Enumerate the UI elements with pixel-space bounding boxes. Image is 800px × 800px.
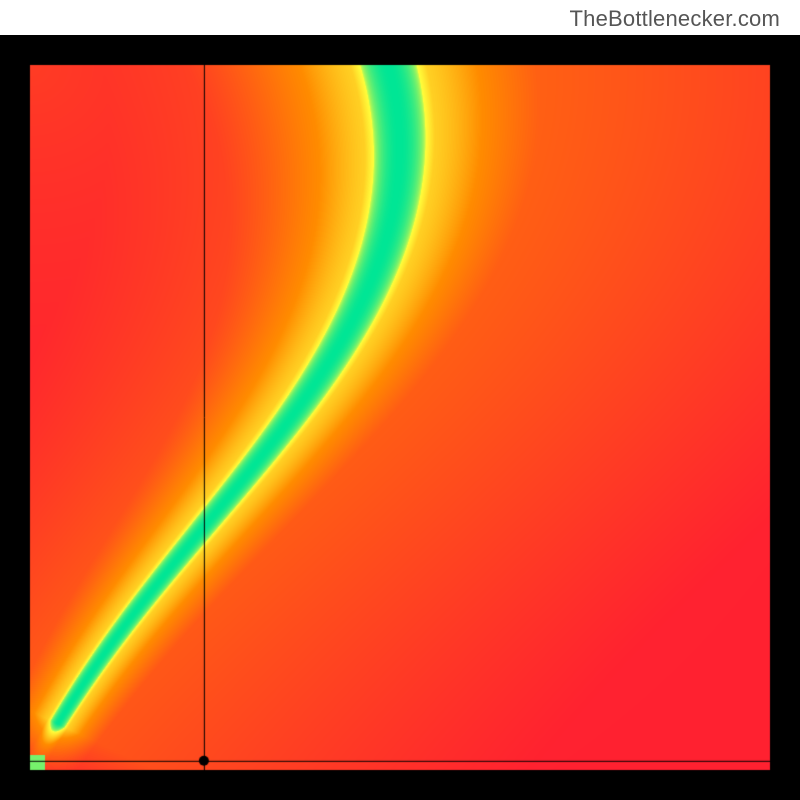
attribution-text: TheBottlenecker.com xyxy=(570,6,780,32)
heatmap-canvas xyxy=(0,35,800,800)
heatmap-plot xyxy=(0,35,800,800)
